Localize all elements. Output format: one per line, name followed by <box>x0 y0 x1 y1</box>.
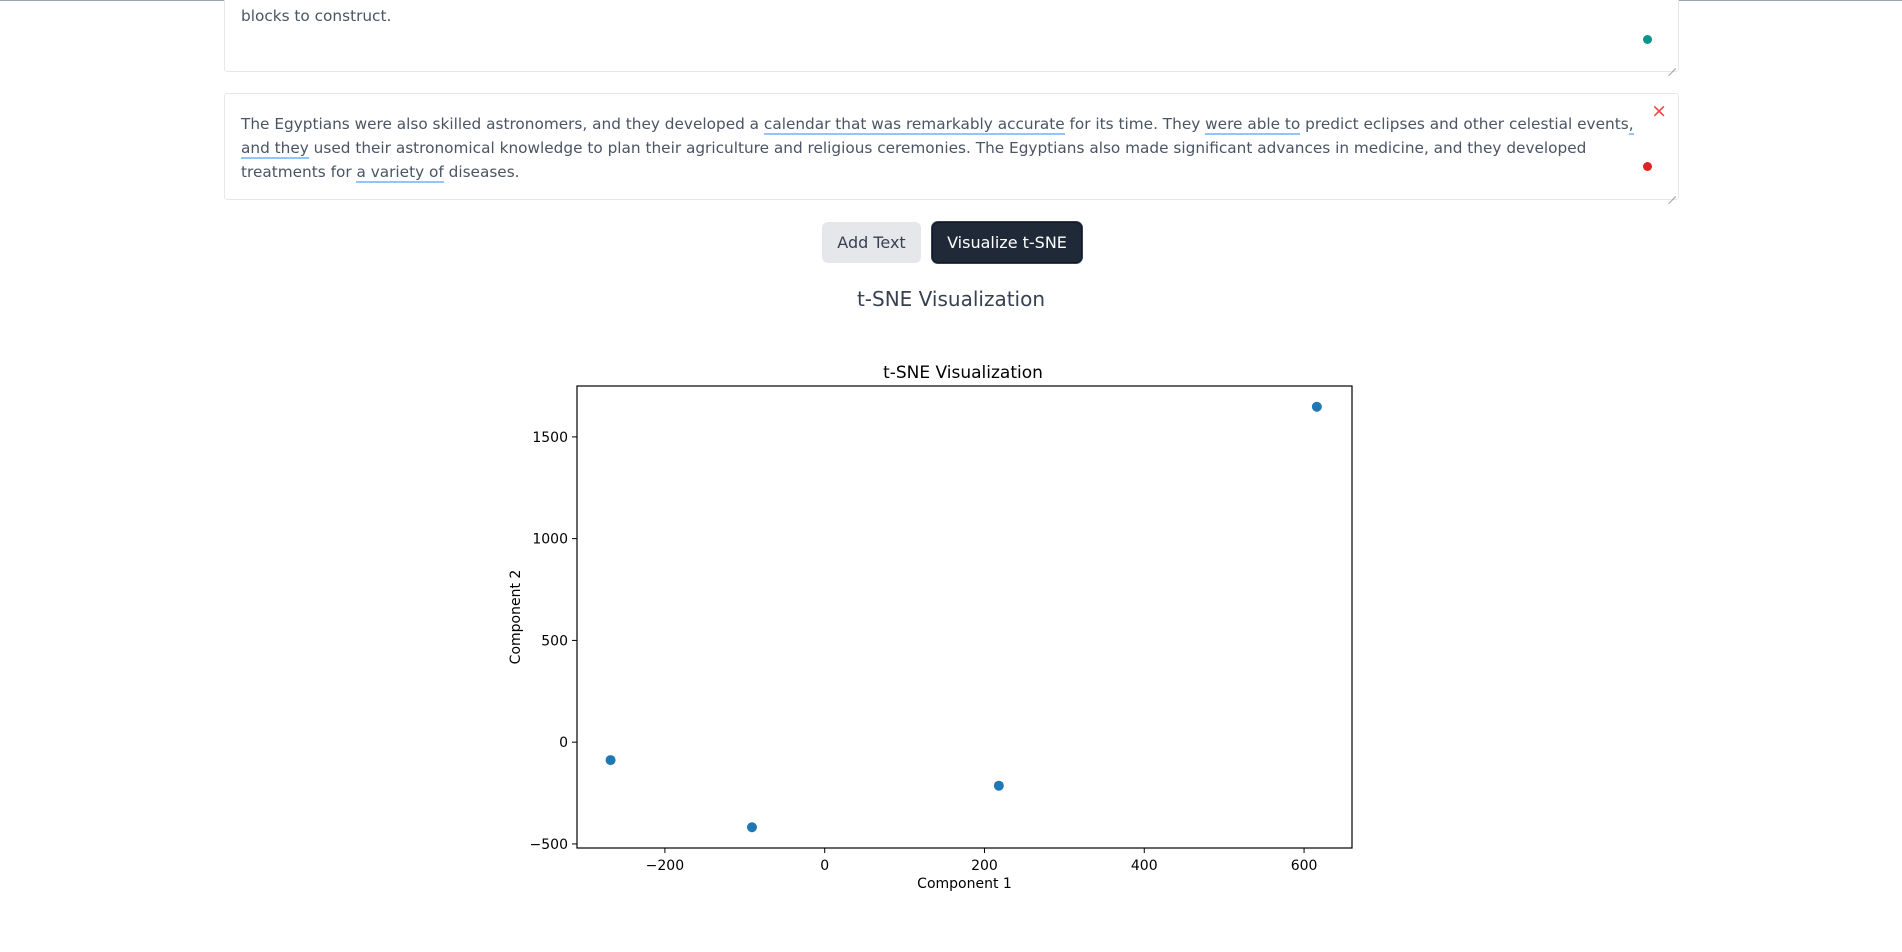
y-tick-label: 0 <box>559 735 568 751</box>
y-axis-label: Component 2 <box>508 570 524 665</box>
text-segment: used their astronomical knowledge to pla… <box>241 139 1587 181</box>
tsne-scatter-chart: t-SNE Visualization −200 0 200 400 600 −500 0… <box>508 363 1353 892</box>
plot-area-frame <box>576 385 1353 849</box>
highlighted-phrase: a variety of <box>356 163 444 183</box>
x-axis-label: Component 1 <box>917 876 1012 892</box>
text-input-1[interactable]: and their queens, and they remain a popu… <box>224 0 1679 72</box>
highlighted-phrase: calendar that was remarkably accurate <box>763 115 1065 135</box>
resize-handle-icon[interactable] <box>1668 189 1676 197</box>
text-input-2-content[interactable]: The Egyptians were also skilled astronom… <box>241 112 1660 184</box>
remove-text-close-icon[interactable]: × <box>1651 100 1667 122</box>
y-tick-label: 1000 <box>532 532 568 548</box>
resize-handle-icon[interactable] <box>1668 61 1676 69</box>
y-tick-label: 500 <box>541 633 568 649</box>
section-title: t-SNE Visualization <box>856 287 1046 311</box>
text-segment: diseases. <box>443 163 520 181</box>
text-segment: predict eclipses and other celestial eve… <box>1300 115 1629 133</box>
y-tick-label: −500 <box>530 837 568 853</box>
y-tick-label: 1500 <box>532 430 568 446</box>
text-segment: The Egyptians were also skilled astronom… <box>241 115 764 133</box>
x-tick-label: −200 <box>646 858 684 874</box>
text-segment: for its time. They <box>1064 115 1206 133</box>
scatter-point <box>605 755 616 766</box>
text-input-1-content[interactable]: and their queens, and they remain a popu… <box>241 0 1639 25</box>
text-input-2[interactable]: The Egyptians were also skilled astronom… <box>224 93 1679 200</box>
scatter-point <box>993 780 1004 791</box>
x-tick-label: 400 <box>1131 858 1158 874</box>
chart-title: t-SNE Visualization <box>883 363 1043 383</box>
scatter-points <box>605 401 1322 833</box>
highlighted-phrase: , and they <box>241 115 1634 159</box>
x-tick-label: 200 <box>971 858 998 874</box>
scatter-point <box>1311 401 1322 412</box>
x-tick-label: 0 <box>820 858 829 874</box>
x-axis-ticks: −200 0 200 400 600 <box>646 848 1318 874</box>
add-text-button[interactable]: Add Text <box>822 222 921 263</box>
visualize-tsne-button[interactable]: Visualize t-SNE <box>932 222 1082 263</box>
x-tick-label: 600 <box>1291 858 1318 874</box>
y-axis-ticks: −500 0 500 1000 1500 <box>530 430 577 853</box>
scatter-point <box>746 822 757 833</box>
status-dot-green-icon <box>1643 35 1652 44</box>
status-dot-red-icon <box>1643 162 1652 171</box>
highlighted-phrase: were able to <box>1205 115 1301 135</box>
